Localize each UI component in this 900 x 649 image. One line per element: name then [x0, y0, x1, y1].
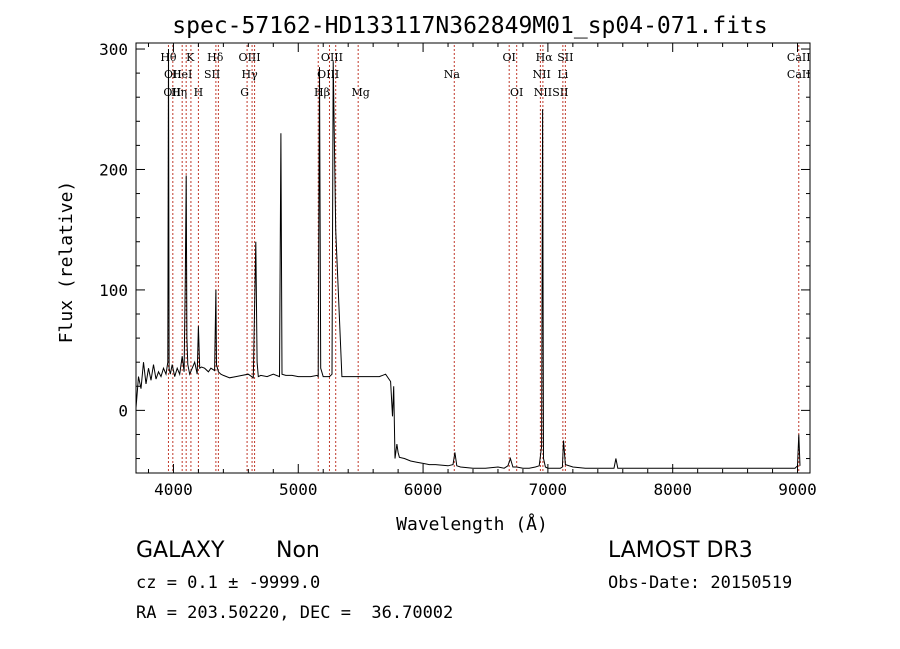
- x-tick-label: 9000: [778, 480, 817, 499]
- marker-lines: [167, 45, 800, 473]
- line-label: NII: [532, 68, 550, 81]
- line-label: H: [194, 86, 204, 99]
- y-tick-label: 200: [99, 160, 128, 179]
- line-label: Li: [557, 68, 568, 81]
- line-label: Hβ: [314, 86, 330, 99]
- y-axis: 0 100 200 300: [99, 40, 810, 460]
- y-axis-label: Flux (relative): [56, 181, 77, 344]
- line-label: OI: [503, 51, 516, 64]
- line-label: OII: [163, 86, 181, 99]
- cz-value: cz = 0.1 ± -9999.0: [136, 573, 321, 593]
- y-tick-label: 0: [118, 401, 128, 420]
- x-tick-label: 8000: [653, 480, 692, 499]
- line-label: HeI: [172, 68, 192, 81]
- line-label: Hγ: [241, 68, 258, 81]
- plot-frame: [135, 42, 811, 474]
- object-class: GALAXY: [136, 538, 225, 563]
- obs-date: Obs-Date: 20150519: [608, 573, 793, 593]
- coordinates: RA = 203.50220, DEC = 36.70002: [136, 603, 454, 623]
- line-label: NII: [534, 86, 552, 99]
- line-label: OIII: [317, 68, 339, 81]
- line-label: OI: [510, 86, 523, 99]
- chart-title: spec-57162-HD133117N362849M01_sp04-071.f…: [172, 13, 767, 39]
- object-subclass: Non: [276, 538, 320, 563]
- y-tick-label: 300: [99, 40, 128, 59]
- line-label: Hη: [171, 86, 187, 99]
- line-label: G: [240, 86, 249, 99]
- line-label: OIII: [239, 51, 261, 64]
- line-label: SII: [552, 86, 568, 99]
- x-axis: 4000 5000 6000 7000 8000 9000: [147, 43, 817, 499]
- line-label: OIII: [321, 51, 343, 64]
- x-axis-label: Wavelength (Å): [396, 513, 548, 535]
- line-label: CaII: [787, 51, 811, 64]
- spectrum-line: [135, 48, 801, 469]
- line-label: Hδ: [207, 51, 224, 64]
- line-label: CaII: [787, 68, 811, 81]
- x-tick-label: 7000: [529, 480, 568, 499]
- x-tick-label: 4000: [154, 480, 193, 499]
- line-label: Na: [444, 68, 461, 81]
- survey-name: LAMOST DR3: [608, 538, 753, 563]
- line-label: Mg: [352, 86, 370, 99]
- line-label: SII: [204, 68, 220, 81]
- line-label: SII: [557, 51, 573, 64]
- line-label: Hα: [536, 51, 554, 64]
- line-label: K: [186, 51, 195, 64]
- x-tick-label: 5000: [279, 480, 318, 499]
- x-tick-label: 6000: [404, 480, 443, 499]
- y-tick-label: 100: [99, 281, 128, 300]
